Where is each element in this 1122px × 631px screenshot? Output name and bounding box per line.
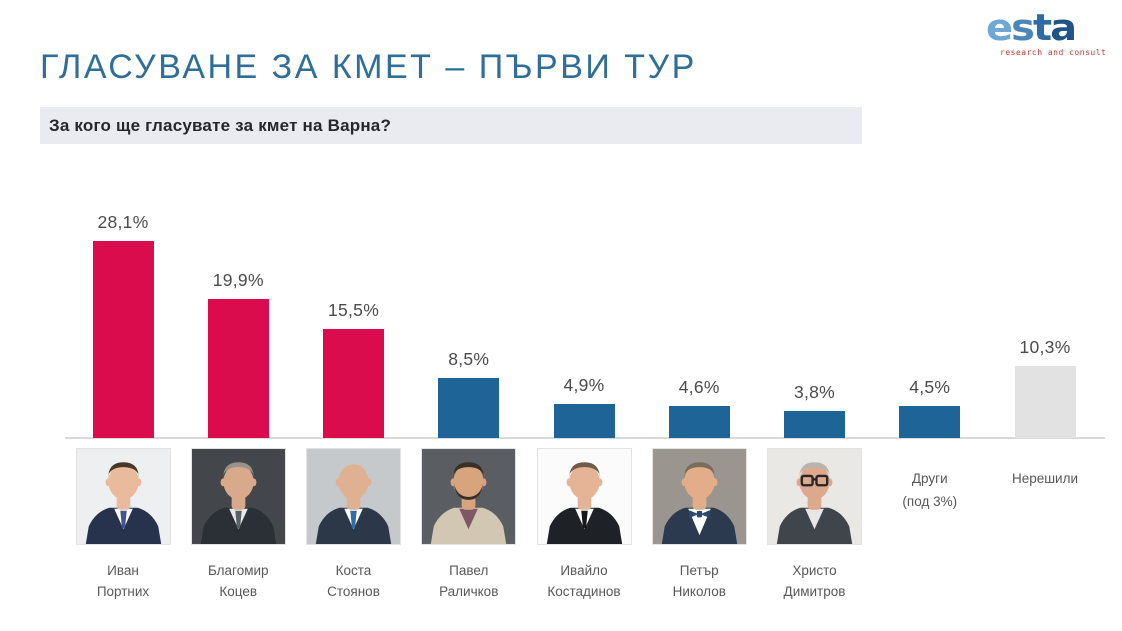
candidate-name: Ивайло Костадинов [547, 563, 621, 599]
logo-letter-a: a [1050, 6, 1077, 50]
bar-value-label: 15,5% [327, 300, 380, 320]
bar-value-label: 4,6% [678, 377, 720, 397]
esta-logo: esta research and consult [986, 8, 1122, 57]
bar-value-label: 28,1% [97, 212, 149, 232]
category-label: Нерешили [1011, 471, 1079, 486]
candidate-name: Благомир Коцев [207, 563, 269, 599]
candidate-photo [651, 448, 747, 545]
candidate-name: Павел Раличков [439, 563, 499, 599]
bar-Нерешили [1014, 366, 1076, 438]
bar-Благомир Коцев [207, 299, 269, 438]
logo-letter-t: t [1032, 6, 1052, 50]
candidate-photo [767, 448, 862, 545]
candidate-name: Христо Димитров [783, 563, 846, 599]
bar-Павел Раличков [438, 378, 500, 438]
candidate-name: Петър Николов [672, 563, 726, 599]
esta-logo-wordmark: esta [986, 8, 1122, 48]
bar-value-label: 4,9% [563, 375, 605, 395]
question-band: За кого ще гласувате за кмет на Варна? [40, 107, 862, 144]
logo-letter-s: s [1011, 6, 1035, 50]
bar-value-label: 10,3% [1019, 337, 1071, 357]
bar-Петър Николов [668, 406, 730, 438]
candidate-name: Коста Стоянов [327, 563, 380, 599]
category-label: Други (под 3%) [902, 471, 958, 509]
question-text: За кого ще гласувате за кмет на Варна? [49, 115, 392, 135]
candidate-photo [306, 448, 401, 545]
bar-Христо Димитров [784, 411, 845, 438]
bar-value-label: 4,5% [909, 377, 951, 397]
candidate-name: Иван Портних [96, 563, 150, 599]
candidate-photo [190, 448, 286, 545]
logo-letter-e: e [986, 6, 1013, 50]
candidate-photo [421, 448, 517, 545]
x-axis-line [65, 437, 1105, 439]
bar-value-label: 3,8% [793, 382, 836, 402]
bar-value-label: 19,9% [212, 270, 264, 290]
bar-Други (под 3%) [899, 406, 961, 438]
bar-value-label: 8,5% [448, 349, 490, 369]
bar-Ивайло Костадинов [553, 404, 615, 438]
page-title: ГЛАСУВАНЕ ЗА КМЕТ – ПЪРВИ ТУР [40, 48, 697, 86]
bar-Иван Портних [92, 241, 154, 438]
esta-logo-tagline: research and consult [1000, 48, 1107, 57]
candidate-photo [536, 448, 632, 545]
bar-Коста Стоянов [323, 329, 384, 438]
candidate-photo [75, 448, 171, 545]
